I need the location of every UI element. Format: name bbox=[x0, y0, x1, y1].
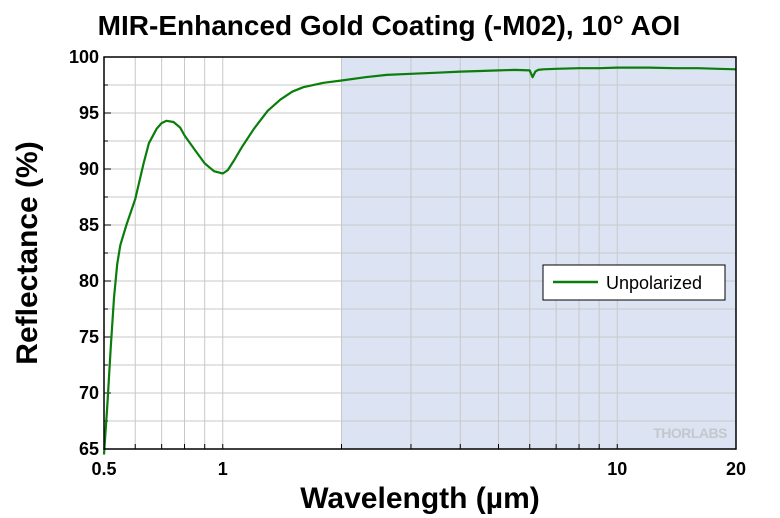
series-line-unpolarized bbox=[102, 66, 737, 455]
chart-title: MIR-Enhanced Gold Coating (-M02), 10° AO… bbox=[98, 10, 681, 41]
y-tick-label: 75 bbox=[79, 327, 99, 347]
legend-label-unpolarized: Unpolarized bbox=[606, 273, 702, 293]
plot-frame bbox=[103, 56, 737, 450]
y-tick-label: 85 bbox=[79, 215, 99, 235]
x-tick-label: 20 bbox=[726, 459, 746, 479]
series-layer bbox=[102, 66, 737, 455]
thorlabs-watermark: THORLABS bbox=[653, 425, 727, 441]
x-tick-label: 10 bbox=[607, 459, 627, 479]
y-tick-labels: 65 70 75 80 85 90 95 100 bbox=[69, 47, 99, 459]
y-tick-label: 90 bbox=[79, 159, 99, 179]
y-tick-label: 100 bbox=[69, 47, 99, 67]
y-axis-label: Reflectance (%) bbox=[11, 141, 44, 364]
y-tick-label: 65 bbox=[79, 439, 99, 459]
y-tick-label: 95 bbox=[79, 103, 99, 123]
legend: Unpolarized bbox=[542, 264, 726, 301]
y-tick-label: 70 bbox=[79, 383, 99, 403]
x-tick-labels: 0.5 1 10 20 bbox=[91, 459, 746, 479]
x-tick-label: 0.5 bbox=[91, 459, 116, 479]
x-tick-label: 1 bbox=[218, 459, 228, 479]
x-axis-label: Wavelength (µm) bbox=[300, 482, 540, 515]
y-tick-label: 80 bbox=[79, 271, 99, 291]
